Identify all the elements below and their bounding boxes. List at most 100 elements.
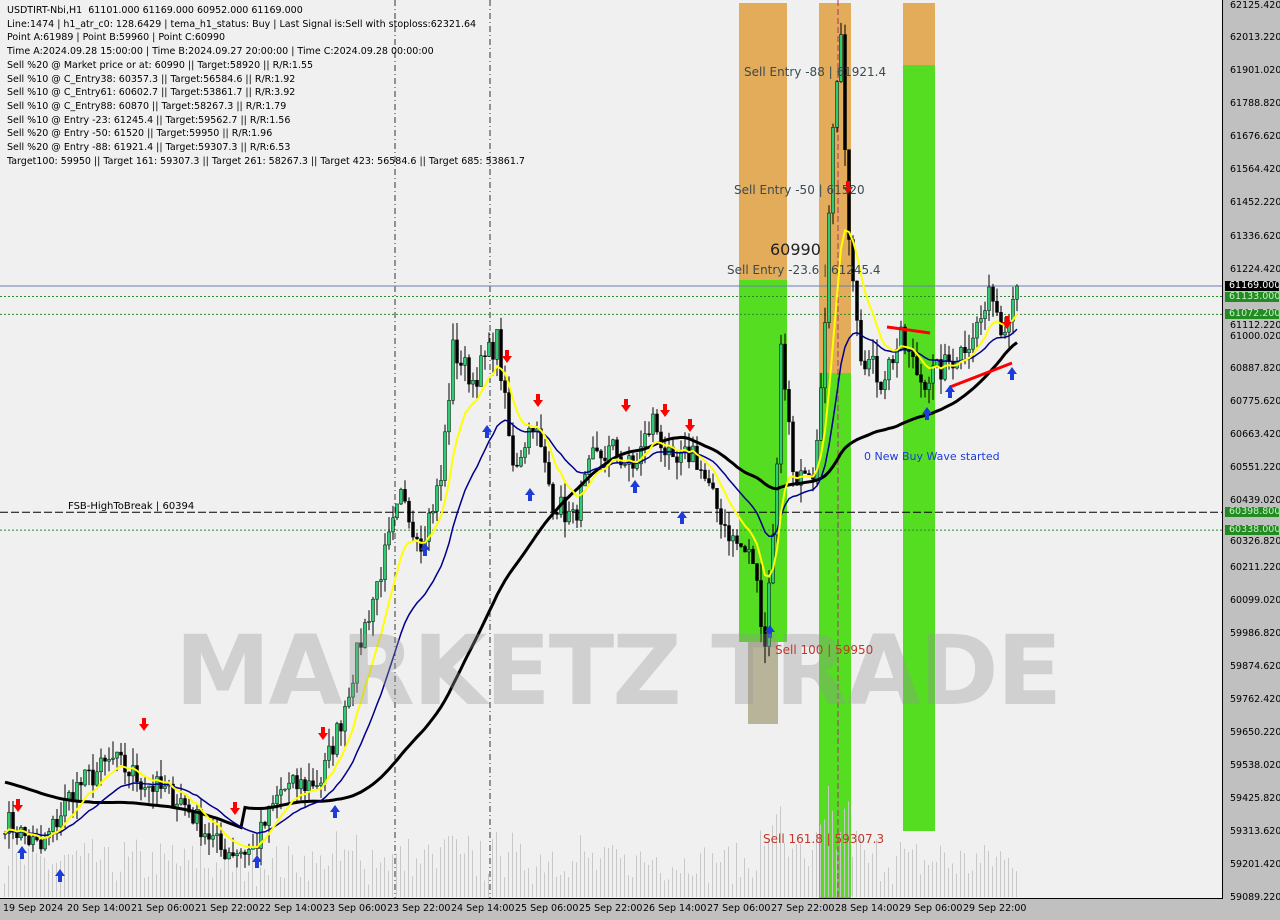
volume-bar bbox=[684, 858, 685, 897]
candle-body bbox=[27, 835, 31, 845]
chart-area[interactable]: MARKETZ TRADE USDTIRT-Nbi,H1 61101.000 6… bbox=[0, 0, 1223, 899]
volume-bar bbox=[1004, 859, 1005, 897]
candle-body bbox=[495, 329, 499, 360]
candle-body bbox=[987, 286, 991, 311]
buy-arrow-icon bbox=[630, 480, 640, 493]
candle-body bbox=[611, 439, 615, 447]
candle-body bbox=[923, 381, 927, 390]
candle-body bbox=[479, 355, 483, 387]
volume-bar bbox=[300, 877, 301, 897]
sell-arrow-icon bbox=[230, 802, 240, 815]
sell-arrow-icon bbox=[318, 727, 328, 740]
volume-bar bbox=[888, 867, 889, 897]
candle-body bbox=[927, 382, 931, 390]
volume-bar bbox=[612, 845, 613, 897]
volume-bar bbox=[560, 874, 561, 897]
volume-bar bbox=[576, 862, 577, 897]
volume-bar bbox=[456, 839, 457, 897]
candle-body bbox=[127, 771, 131, 777]
volume-bar bbox=[992, 866, 993, 897]
volume-bar bbox=[960, 850, 961, 897]
candle-body bbox=[123, 754, 127, 773]
volume-bar bbox=[504, 877, 505, 897]
candle-body bbox=[555, 512, 559, 515]
volume-bar bbox=[180, 866, 181, 897]
candle-body bbox=[383, 544, 387, 580]
volume-bar bbox=[984, 844, 985, 897]
candle-body bbox=[675, 456, 679, 463]
volume-bar bbox=[556, 876, 557, 897]
volume-bar bbox=[412, 876, 413, 897]
candle-body bbox=[791, 421, 795, 473]
candle-body bbox=[879, 381, 883, 390]
candle-body bbox=[655, 413, 659, 433]
volume-bar bbox=[744, 858, 745, 897]
candle-body bbox=[119, 751, 123, 756]
buy-arrow-icon bbox=[55, 869, 65, 882]
sell-entry-50-label: Sell Entry -50 | 61520 bbox=[734, 183, 865, 197]
volume-bar bbox=[1000, 851, 1001, 897]
volume-bar bbox=[268, 875, 269, 897]
volume-bar bbox=[548, 861, 549, 897]
volume-bar bbox=[604, 846, 605, 897]
buy-arrow-icon bbox=[482, 425, 492, 438]
candle-body bbox=[295, 775, 299, 790]
candle-body bbox=[599, 450, 603, 459]
signal-zone-band bbox=[903, 3, 935, 65]
candle-body bbox=[179, 798, 183, 805]
volume-bar bbox=[232, 871, 233, 897]
volume-bar bbox=[536, 866, 537, 897]
info-line: Sell %20 @ Entry -88: 61921.4 || Target:… bbox=[7, 142, 291, 154]
volume-bar bbox=[336, 831, 337, 897]
candle-body bbox=[483, 355, 487, 358]
candle-body bbox=[563, 496, 567, 523]
volume-bar bbox=[748, 868, 749, 897]
time-tick-label: 23 Sep 22:00 bbox=[387, 903, 451, 914]
trend-line bbox=[949, 361, 1013, 389]
volume-bar bbox=[660, 873, 661, 897]
volume-bar bbox=[936, 861, 937, 897]
price-tick-label: 61000.020 bbox=[1230, 331, 1280, 343]
volume-bar bbox=[580, 835, 581, 897]
candle-body bbox=[31, 836, 35, 845]
candle-body bbox=[875, 355, 879, 383]
volume-bar bbox=[400, 846, 401, 897]
price-tick-label: 59874.620 bbox=[1230, 660, 1280, 672]
candle-body bbox=[259, 821, 263, 849]
volume-bar bbox=[500, 855, 501, 897]
volume-bar bbox=[940, 845, 941, 897]
volume-bar bbox=[616, 849, 617, 897]
volume-bar bbox=[728, 846, 729, 897]
volume-bar bbox=[912, 849, 913, 897]
price-tick-label: 59650.220 bbox=[1230, 726, 1280, 738]
price-tick-label: 59425.820 bbox=[1230, 792, 1280, 804]
info-line: Sell %10 @ Entry -23: 61245.4 || Target:… bbox=[7, 114, 291, 126]
volume-bar bbox=[164, 853, 165, 897]
candle-body bbox=[435, 485, 439, 512]
volume-bar bbox=[260, 866, 261, 897]
candle-body bbox=[415, 536, 419, 540]
volume-bar bbox=[628, 875, 629, 897]
candle-body bbox=[827, 212, 831, 323]
candle-body bbox=[99, 757, 103, 773]
volume-bar bbox=[816, 832, 817, 897]
candle-body bbox=[215, 833, 219, 836]
price-axis[interactable]: 61169.000 61133.000 61072.200 60398.800 6033… bbox=[1223, 0, 1280, 903]
volume-bar bbox=[480, 840, 481, 897]
candle-body bbox=[587, 458, 591, 475]
volume-bar bbox=[916, 844, 917, 897]
level-price-marker: 61133.000 bbox=[1225, 291, 1279, 302]
candle-body bbox=[231, 852, 235, 857]
candle-body bbox=[363, 622, 367, 648]
volume-bar bbox=[784, 842, 785, 897]
candle-body bbox=[571, 509, 575, 512]
signal-zone-band bbox=[739, 3, 787, 280]
volume-bar bbox=[112, 871, 113, 897]
volume-bar bbox=[328, 865, 329, 897]
volume-bar bbox=[316, 863, 317, 897]
candle-body bbox=[475, 380, 479, 387]
volume-bar bbox=[976, 853, 977, 897]
volume-bar bbox=[680, 873, 681, 897]
candle-body bbox=[591, 447, 595, 460]
volume-bar bbox=[648, 864, 649, 897]
